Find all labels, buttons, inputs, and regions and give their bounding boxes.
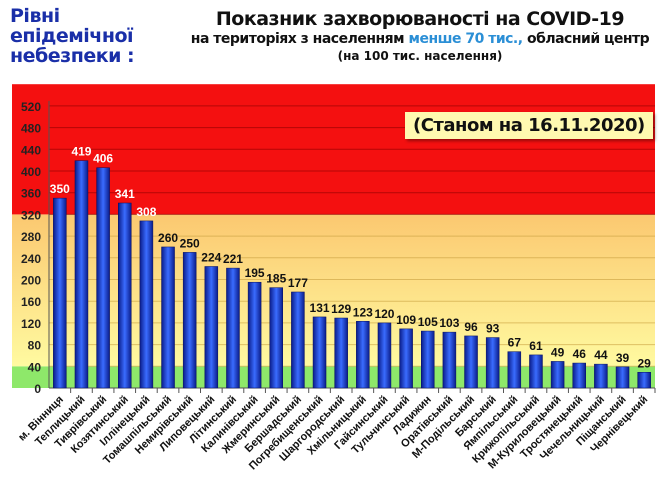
data-label: 96 — [464, 320, 478, 334]
data-label: 123 — [353, 305, 373, 319]
data-label: 131 — [310, 301, 330, 315]
bar — [421, 330, 435, 389]
bar — [399, 328, 413, 389]
data-label: 120 — [374, 307, 394, 321]
bar — [637, 372, 651, 389]
bar — [247, 281, 262, 389]
y-tick-label: 40 — [28, 360, 42, 374]
data-label: 103 — [439, 316, 459, 330]
bar — [269, 287, 283, 389]
bar — [96, 167, 110, 389]
bar — [226, 267, 240, 389]
subtitle-highlight: менше 70 тис., — [408, 31, 524, 47]
chart-unit: (на 100 тис. населення) — [337, 49, 503, 63]
y-tick-label: 320 — [21, 208, 41, 222]
bar — [74, 160, 89, 389]
y-tick-label: 120 — [21, 317, 41, 331]
data-label: 61 — [529, 339, 543, 353]
data-label: 44 — [594, 348, 608, 362]
bar — [334, 317, 348, 389]
chart-title: Показник захворюваності на COVID-19 — [215, 8, 625, 30]
bar — [442, 331, 457, 389]
data-label: 67 — [508, 336, 522, 350]
data-label: 221 — [223, 252, 243, 266]
y-tick-label: 280 — [21, 230, 41, 244]
data-label: 39 — [616, 351, 630, 365]
bar — [291, 291, 305, 389]
bar — [507, 351, 522, 389]
bar — [594, 363, 608, 389]
bar — [204, 266, 219, 389]
data-label: 93 — [486, 322, 500, 336]
bar — [312, 316, 327, 389]
bar — [377, 322, 392, 389]
bar — [118, 202, 132, 389]
data-label: 29 — [637, 356, 651, 370]
data-label: 308 — [136, 205, 156, 219]
data-label: 177 — [288, 276, 308, 290]
bar — [615, 366, 630, 389]
y-tick-label: 0 — [34, 382, 41, 396]
data-label: 419 — [71, 145, 91, 159]
data-label: 260 — [158, 231, 178, 245]
chart-subtitle: на територіях з населенням менше 70 тис.… — [160, 31, 665, 47]
y-tick-label: 480 — [21, 122, 41, 136]
bar — [53, 197, 67, 389]
data-label: 250 — [180, 236, 200, 250]
data-label: 406 — [93, 152, 113, 166]
date-annotation: (Станом на 16.11.2020) — [405, 112, 653, 139]
bar — [182, 252, 197, 389]
subtitle-before: на територіях з населенням — [190, 31, 409, 47]
bar — [356, 321, 370, 389]
y-tick-label: 200 — [21, 274, 41, 288]
data-label: 105 — [418, 315, 438, 329]
y-tick-label: 80 — [28, 339, 42, 353]
y-tick-label: 400 — [21, 165, 41, 179]
bar — [550, 361, 565, 389]
data-label: 185 — [266, 272, 286, 286]
y-tick-label: 440 — [21, 143, 41, 157]
bar — [485, 337, 500, 389]
data-label: 224 — [201, 250, 221, 264]
bar — [572, 362, 586, 389]
bar — [161, 246, 175, 389]
y-tick-label: 240 — [21, 252, 41, 266]
data-label: 341 — [115, 187, 135, 201]
data-label: 350 — [50, 182, 70, 196]
data-label: 109 — [396, 313, 416, 327]
bar — [139, 220, 154, 389]
data-label: 195 — [245, 266, 265, 280]
bar — [529, 354, 543, 389]
data-label: 49 — [551, 345, 565, 359]
data-label: 46 — [573, 347, 587, 361]
epidemic-levels-label: Рівні епідемічної небезпеки : — [10, 5, 135, 67]
y-tick-label: 160 — [21, 295, 41, 309]
bar — [464, 335, 478, 389]
y-tick-label: 360 — [21, 187, 41, 201]
subtitle-after: обласний центр — [522, 31, 650, 47]
data-label: 129 — [331, 302, 351, 316]
y-tick-label: 520 — [21, 100, 41, 114]
